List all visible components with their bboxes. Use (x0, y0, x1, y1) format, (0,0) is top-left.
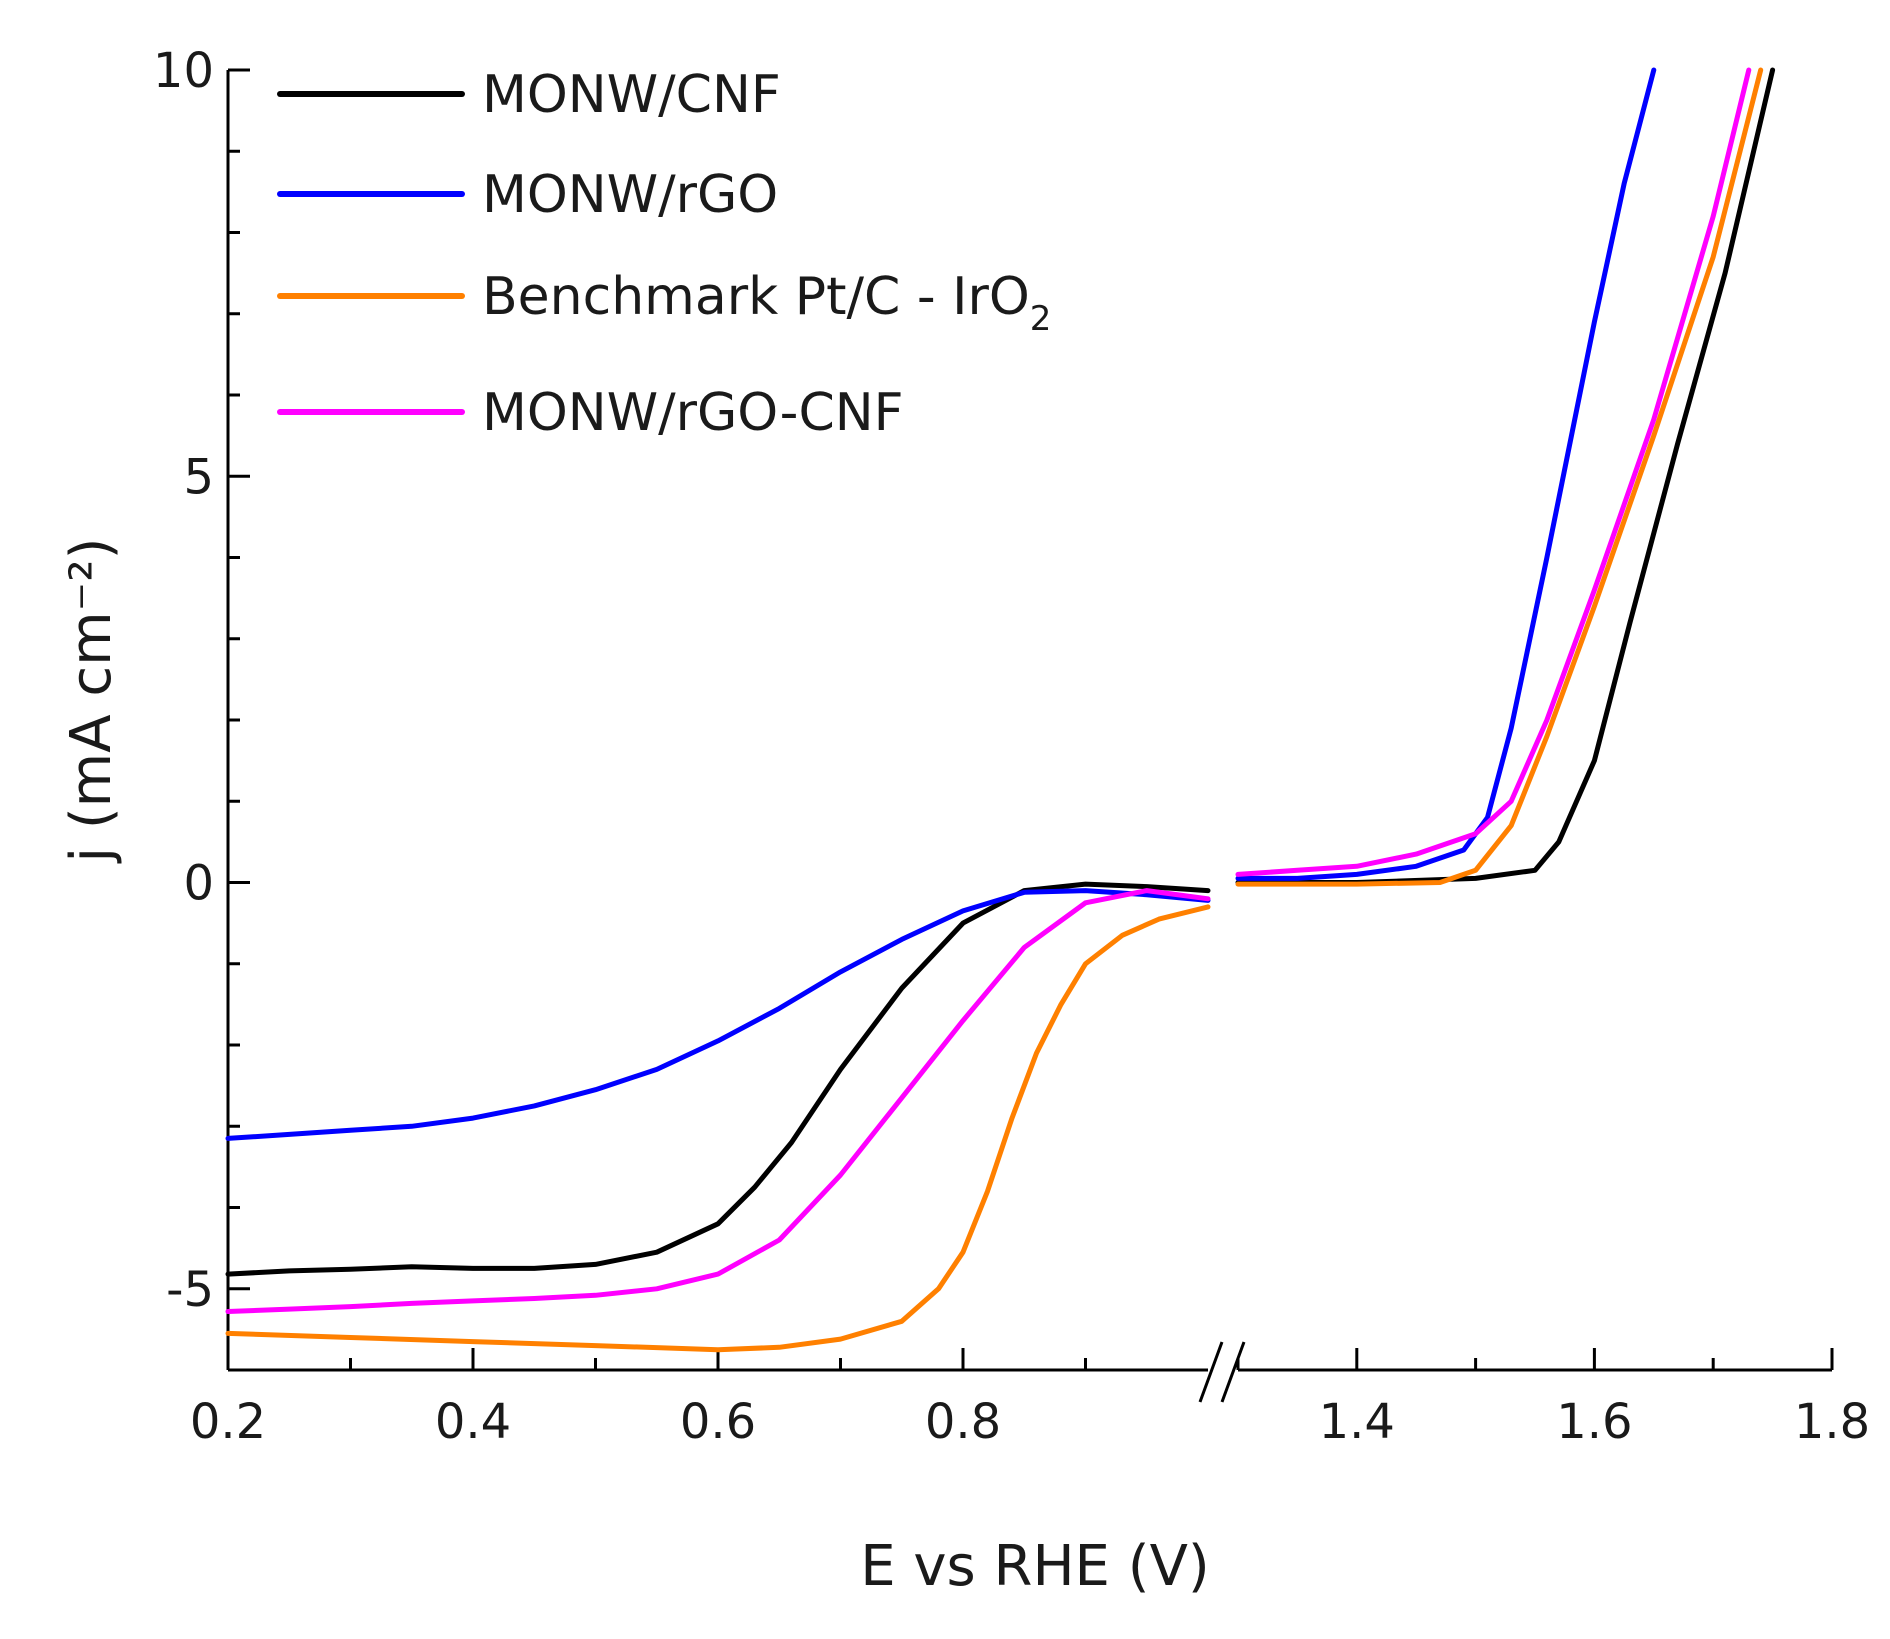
series-line-benchmark-pt-c-iro-left (225, 904, 1211, 1353)
x-tick-label: 0.8 (925, 1394, 1001, 1450)
legend: MONW/CNF MONW/rGO Benchmark Pt/C - IrO2 MON… (277, 65, 1051, 443)
legend-label: MONW/rGO (482, 165, 778, 225)
data-series (225, 67, 1776, 1353)
x-tick-label: 0.4 (435, 1394, 511, 1450)
series-line-monw-rgo-left (225, 888, 1211, 1141)
legend-label-main: Benchmark Pt/C - IrO (482, 267, 1030, 327)
series-line-monw-rgo-cnf-left (225, 888, 1211, 1314)
axes: 10 5 0 -5 0.2 0.4 0.6 0.8 1.4 1.6 1.8 (153, 43, 1870, 1450)
legend-item: MONW/CNF (277, 65, 781, 125)
series-line-monw-cnf-left (225, 881, 1211, 1277)
x-tick-label: 0.6 (680, 1394, 756, 1450)
series-line-monw-rgo-right (1235, 67, 1657, 881)
legend-item: MONW/rGO-CNF (277, 383, 904, 443)
legend-label: Benchmark Pt/C - IrO2 (482, 267, 1051, 339)
x-tick-label: 1.6 (1556, 1394, 1632, 1450)
y-tick-label: 5 (183, 449, 214, 505)
x-tick-label: 0.2 (190, 1394, 266, 1450)
y-tick-label: -5 (166, 1262, 214, 1318)
x-tick-label: 1.4 (1319, 1394, 1395, 1450)
legend-label: MONW/rGO-CNF (482, 383, 904, 443)
x-axis-title: E vs RHE (V) (860, 1534, 1210, 1599)
axis-break-mark (1198, 1341, 1224, 1403)
legend-item: Benchmark Pt/C - IrO2 (277, 267, 1051, 339)
series-line-benchmark-pt-c-iro-right (1235, 67, 1764, 887)
legend-label-subscript: 2 (1030, 299, 1052, 339)
series-line-monw-cnf-right (1235, 67, 1776, 885)
y-axis-title: j (mA cm⁻²) (59, 537, 124, 864)
y-tick-label: 0 (183, 856, 214, 912)
axis-break-mark (1220, 1341, 1246, 1403)
x-tick-label: 1.8 (1794, 1394, 1870, 1450)
y-tick-label: 10 (153, 43, 214, 99)
legend-label: MONW/CNF (482, 65, 781, 125)
legend-item: MONW/rGO (277, 165, 778, 225)
series-line-monw-rgo-cnf-right (1235, 67, 1752, 877)
